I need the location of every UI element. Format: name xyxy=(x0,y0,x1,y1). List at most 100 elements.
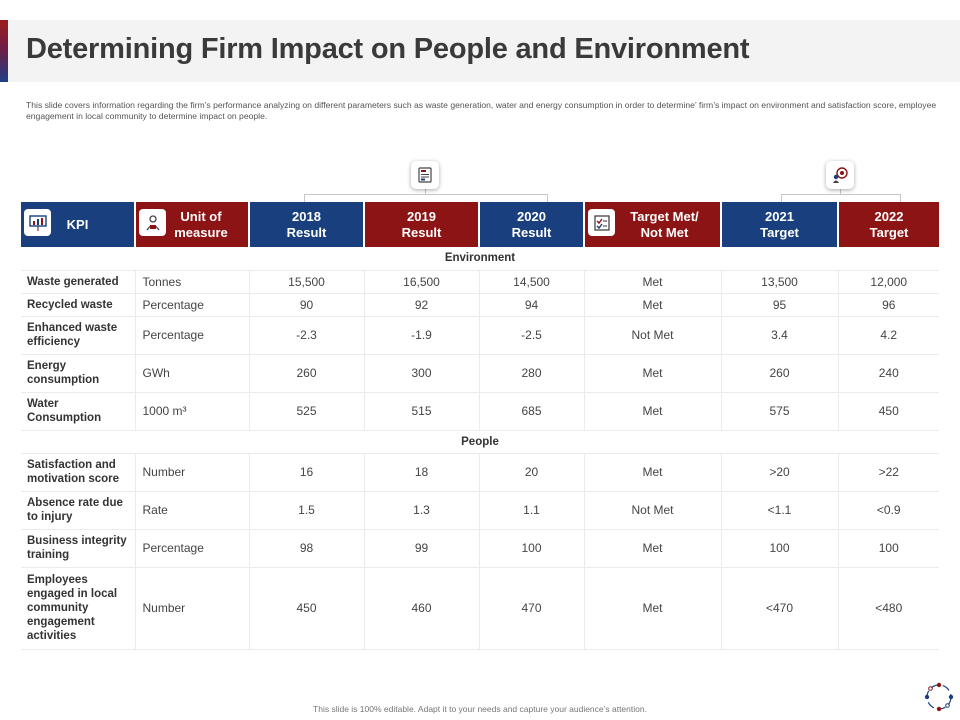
target-2021-cell: 100 xyxy=(721,529,839,568)
presentation-icon xyxy=(24,209,51,236)
result-2018-cell: 16 xyxy=(249,453,365,492)
target-2021-cell: 575 xyxy=(721,392,839,431)
table-row: Satisfaction and motivation score Number… xyxy=(21,453,939,492)
target-2022-cell: <480 xyxy=(838,567,939,650)
kpi-table: KPI Unit of measure 2018 Result xyxy=(21,202,939,650)
target-met-cell: Met xyxy=(584,270,722,294)
title-bar xyxy=(0,20,960,82)
result-2020-cell: 100 xyxy=(479,529,585,568)
target-icon xyxy=(826,161,854,189)
result-2020-cell: -2.5 xyxy=(479,316,585,355)
result-2018-cell: 525 xyxy=(249,392,365,431)
result-2018-cell: 1.5 xyxy=(249,491,365,530)
header-2019-result: 2019 Result xyxy=(364,202,480,247)
target-met-cell: Met xyxy=(584,293,722,317)
header-2018-line1: 2018 xyxy=(292,208,321,224)
result-2019-cell: 18 xyxy=(364,453,480,492)
result-2019-cell: 1.3 xyxy=(364,491,480,530)
result-2019-cell: 460 xyxy=(364,567,480,650)
kpi-name: Waste generated xyxy=(21,270,136,294)
kpi-name: Employees engaged in local community eng… xyxy=(21,567,136,650)
header-unit: Unit of measure xyxy=(135,202,250,247)
header-2020-result: 2020 Result xyxy=(479,202,585,247)
header-2019-line1: 2019 xyxy=(407,208,436,224)
checklist-icon xyxy=(588,209,615,236)
table-row: Recycled waste Percentage 90 92 94 Met 9… xyxy=(21,293,939,317)
header-kpi-label: KPI xyxy=(66,216,89,232)
target-2022-cell: 4.2 xyxy=(838,316,939,355)
brand-logo-icon xyxy=(922,680,956,714)
unit-cell: Number xyxy=(135,567,250,650)
target-2021-cell: <1.1 xyxy=(721,491,839,530)
result-2018-cell: -2.3 xyxy=(249,316,365,355)
unit-cell: Percentage xyxy=(135,316,250,355)
result-2019-cell: 515 xyxy=(364,392,480,431)
table-row: Waste generated Tonnes 15,500 16,500 14,… xyxy=(21,270,939,294)
unit-cell: 1000 m³ xyxy=(135,392,250,431)
results-bracket-stem xyxy=(425,187,426,195)
target-2022-cell: 12,000 xyxy=(838,270,939,294)
header-2021-line1: 2021 xyxy=(765,208,794,224)
header-2022-line2: Target xyxy=(869,224,909,240)
table-row: Absence rate due to injury Rate 1.5 1.3 … xyxy=(21,491,939,530)
header-met-line2: Not Met xyxy=(640,224,689,240)
table-row: Employees engaged in local community eng… xyxy=(21,567,939,650)
header-2018-result: 2018 Result xyxy=(249,202,365,247)
unit-cell: Number xyxy=(135,453,250,492)
results-bracket xyxy=(304,194,548,202)
header-2020-line1: 2020 xyxy=(517,208,546,224)
kpi-name: Enhanced waste efficiency xyxy=(21,316,136,355)
targets-bracket xyxy=(781,194,901,202)
header-2018-line2: Result xyxy=(286,224,327,240)
table-row: Enhanced waste efficiency Percentage -2.… xyxy=(21,316,939,355)
section-row-people: People xyxy=(21,430,939,454)
target-2022-cell: <0.9 xyxy=(838,491,939,530)
result-2018-cell: 98 xyxy=(249,529,365,568)
header-met-line1: Target Met/ xyxy=(630,208,699,224)
result-2018-cell: 260 xyxy=(249,354,365,393)
target-met-cell: Not Met xyxy=(584,491,722,530)
header-2020-line2: Result xyxy=(511,224,552,240)
target-met-cell: Met xyxy=(584,529,722,568)
kpi-name: Energy consumption xyxy=(21,354,136,393)
target-2022-cell: 100 xyxy=(838,529,939,568)
result-2018-cell: 15,500 xyxy=(249,270,365,294)
target-met-cell: Not Met xyxy=(584,316,722,355)
result-2019-cell: 99 xyxy=(364,529,480,568)
result-2020-cell: 20 xyxy=(479,453,585,492)
table-row: Business integrity training Percentage 9… xyxy=(21,529,939,568)
kpi-name: Satisfaction and motivation score xyxy=(21,453,136,492)
target-met-cell: Met xyxy=(584,392,722,431)
section-label-people: People xyxy=(21,430,939,454)
result-2019-cell: 300 xyxy=(364,354,480,393)
unit-cell: Percentage xyxy=(135,293,250,317)
result-2020-cell: 280 xyxy=(479,354,585,393)
target-met-cell: Met xyxy=(584,567,722,650)
target-2021-cell: 260 xyxy=(721,354,839,393)
header-2021-line2: Target xyxy=(760,224,799,240)
unit-cell: Percentage xyxy=(135,529,250,568)
kpi-name: Recycled waste xyxy=(21,293,136,317)
kpi-name: Water Consumption xyxy=(21,392,136,431)
target-met-cell: Met xyxy=(584,354,722,393)
result-2019-cell: -1.9 xyxy=(364,316,480,355)
header-unit-line1: Unit of xyxy=(180,208,222,224)
team-icon xyxy=(139,209,166,236)
target-2021-cell: <470 xyxy=(721,567,839,650)
table-row: Water Consumption 1000 m³ 525 515 685 Me… xyxy=(21,392,939,431)
footer-note: This slide is 100% editable. Adapt it to… xyxy=(313,704,647,714)
header-kpi: KPI xyxy=(21,202,136,247)
section-row-environment: Environment xyxy=(21,247,939,271)
table-header-row: KPI Unit of measure 2018 Result xyxy=(21,202,939,247)
header-2021-target: 2021 Target xyxy=(721,202,839,247)
kpi-name: Business integrity training xyxy=(21,529,136,568)
table-row: Energy consumption GWh 260 300 280 Met 2… xyxy=(21,354,939,393)
title-accent xyxy=(0,20,8,82)
header-target-met: Target Met/ Not Met xyxy=(584,202,722,247)
result-2020-cell: 1.1 xyxy=(479,491,585,530)
target-2021-cell: >20 xyxy=(721,453,839,492)
result-2019-cell: 16,500 xyxy=(364,270,480,294)
results-icon xyxy=(411,161,439,189)
target-2022-cell: 450 xyxy=(838,392,939,431)
target-2021-cell: 13,500 xyxy=(721,270,839,294)
